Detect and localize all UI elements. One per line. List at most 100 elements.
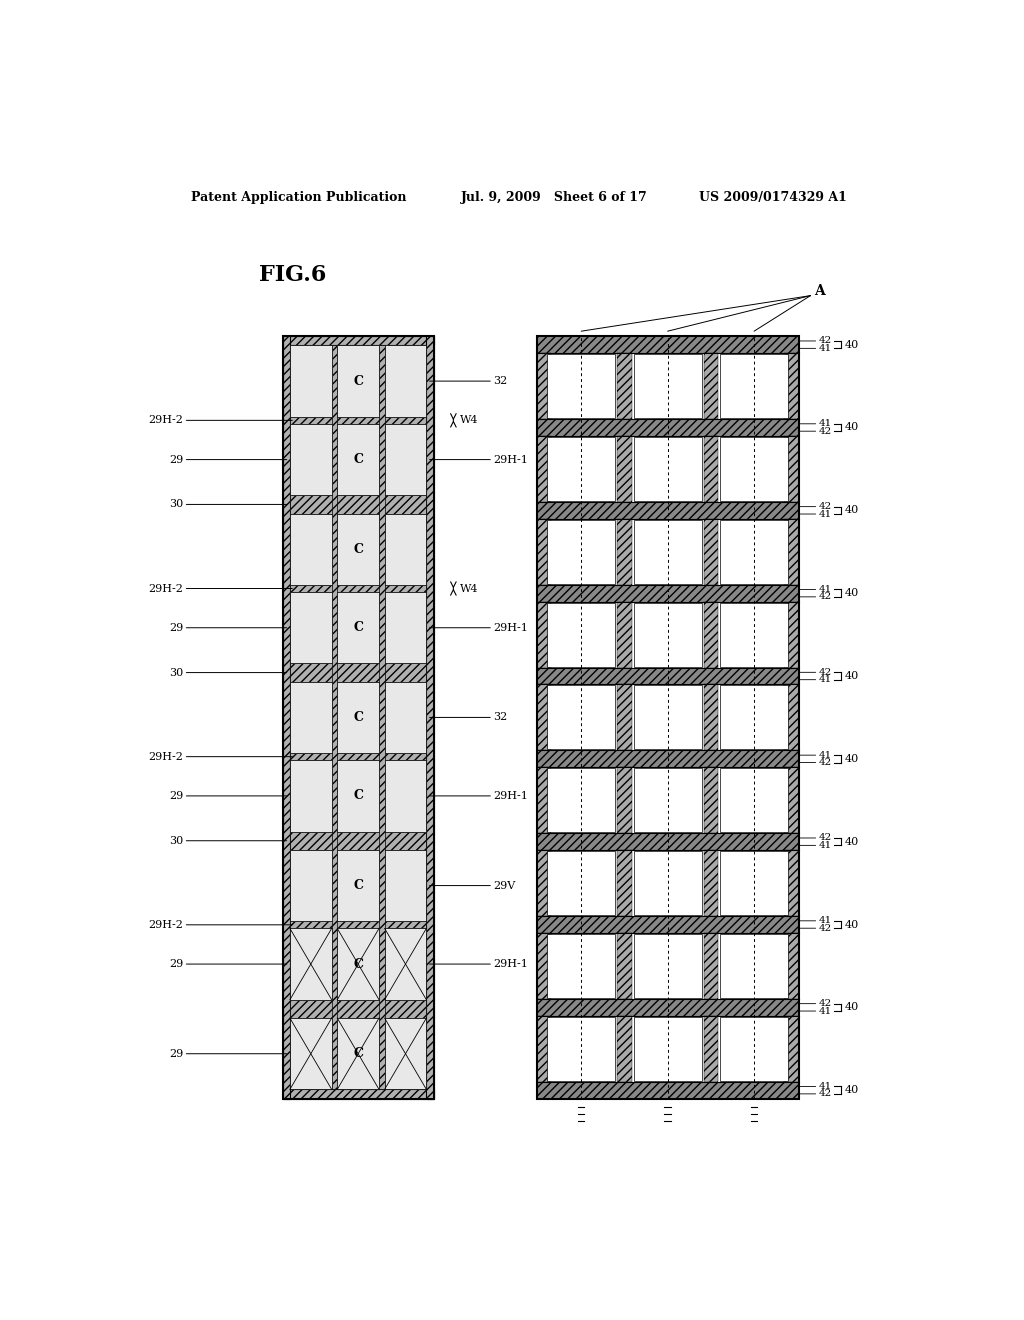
Bar [537, 352, 551, 420]
Bar [547, 851, 615, 915]
Text: 29: 29 [169, 791, 287, 801]
Text: C: C [353, 375, 364, 388]
Text: 40: 40 [845, 589, 859, 598]
Bar [337, 513, 379, 585]
Text: 41: 41 [799, 1082, 831, 1092]
Text: 32: 32 [430, 376, 507, 387]
Text: 42: 42 [799, 1089, 831, 1098]
Bar [784, 436, 799, 502]
Bar [537, 833, 799, 850]
Text: 30: 30 [169, 668, 287, 677]
Bar [547, 935, 615, 998]
Bar [537, 751, 799, 767]
Text: FIG.6: FIG.6 [259, 264, 327, 286]
Bar [537, 767, 799, 833]
Bar [283, 337, 433, 1098]
Bar [784, 850, 799, 916]
Bar [385, 513, 426, 585]
Bar [290, 424, 332, 495]
Bar [283, 337, 290, 1098]
Bar [547, 437, 615, 500]
Bar [290, 832, 426, 850]
Bar [537, 602, 551, 668]
Text: C: C [353, 789, 364, 803]
Bar [337, 850, 379, 921]
Bar [290, 417, 426, 424]
Bar [537, 767, 551, 833]
Text: 29H-1: 29H-1 [430, 960, 528, 969]
Bar [720, 768, 788, 833]
Text: 42: 42 [799, 924, 831, 933]
Text: 40: 40 [845, 920, 859, 929]
Bar [290, 999, 426, 1018]
Bar [720, 520, 788, 583]
Bar [634, 685, 701, 750]
Bar [283, 1089, 433, 1098]
Text: 30: 30 [169, 499, 287, 510]
Bar [290, 681, 332, 754]
Bar [547, 685, 615, 750]
Bar [784, 684, 799, 751]
Bar [537, 519, 551, 585]
Bar [547, 354, 615, 418]
Text: 40: 40 [845, 1085, 859, 1096]
Bar [385, 1018, 426, 1089]
Bar [537, 933, 799, 999]
Bar [784, 352, 799, 420]
Text: 40: 40 [845, 422, 859, 433]
Bar [720, 935, 788, 998]
Bar [784, 933, 799, 999]
Bar [537, 933, 551, 999]
Text: 29H-2: 29H-2 [148, 416, 292, 425]
Text: 29H-2: 29H-2 [148, 751, 292, 762]
Bar [703, 684, 718, 751]
Text: Patent Application Publication: Patent Application Publication [191, 190, 407, 203]
Text: 40: 40 [845, 837, 859, 846]
Bar [634, 602, 701, 667]
Text: 42: 42 [799, 758, 831, 767]
Text: 42: 42 [799, 502, 831, 511]
Bar [385, 850, 426, 921]
Bar [703, 602, 718, 668]
Bar [385, 346, 426, 417]
Bar [290, 664, 426, 681]
Bar [537, 337, 799, 1098]
Text: C: C [353, 957, 364, 970]
Text: A: A [814, 284, 825, 297]
Bar [537, 436, 799, 502]
Bar [703, 933, 718, 999]
Bar [720, 1016, 788, 1081]
Bar [385, 928, 426, 999]
Text: 29H-2: 29H-2 [148, 920, 292, 929]
Text: 29H-1: 29H-1 [430, 791, 528, 801]
Bar [290, 513, 332, 585]
Bar [784, 1015, 799, 1082]
Bar [617, 767, 632, 833]
Bar [703, 519, 718, 585]
Bar [385, 424, 426, 495]
Text: C: C [353, 622, 364, 634]
Bar [634, 437, 701, 500]
Bar [617, 602, 632, 668]
Text: 41: 41 [799, 585, 831, 594]
Text: 41: 41 [799, 676, 831, 684]
Bar [337, 593, 379, 664]
Bar [337, 346, 379, 417]
Text: 40: 40 [845, 671, 859, 681]
Text: 42: 42 [799, 426, 831, 436]
Bar [537, 585, 799, 602]
Bar [617, 519, 632, 585]
Text: 41: 41 [799, 751, 831, 759]
Text: 30: 30 [169, 836, 287, 846]
Bar [290, 1018, 332, 1089]
Bar [290, 495, 426, 513]
Bar [537, 1015, 551, 1082]
Bar [634, 935, 701, 998]
Bar [537, 684, 551, 751]
Bar [537, 850, 799, 916]
Bar [720, 354, 788, 418]
Text: 42: 42 [799, 668, 831, 677]
Bar [617, 850, 632, 916]
Bar [617, 1015, 632, 1082]
Text: 41: 41 [799, 420, 831, 428]
